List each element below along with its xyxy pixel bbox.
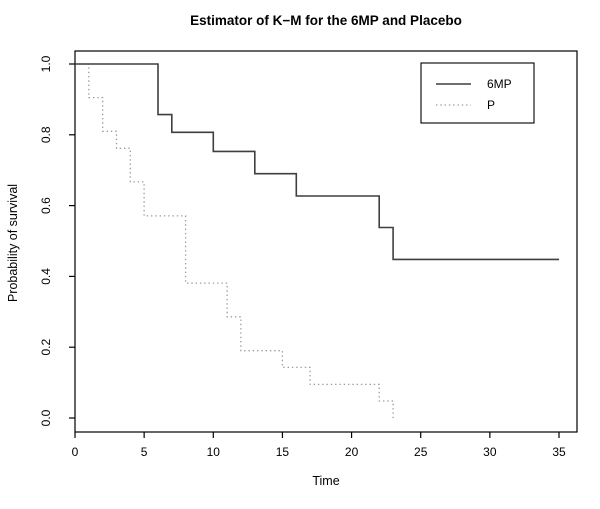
- y-tick-label: 0.8: [39, 126, 53, 143]
- y-axis-label: Probability of survival: [6, 184, 20, 302]
- legend-box: [420, 62, 535, 124]
- y-tick-label: 0.0: [39, 409, 53, 426]
- series-P-line: [75, 63, 394, 418]
- y-tick-label: 0.4: [39, 268, 53, 285]
- y-tick-label: 0.2: [39, 339, 53, 356]
- x-tick-label: 5: [141, 445, 148, 459]
- y-tick-label: 0.6: [39, 197, 53, 214]
- legend: 6MP P: [420, 62, 535, 124]
- y-axis-ticks: 0.0 0.2 0.4 0.6 0.8 1.0: [39, 55, 75, 426]
- plot-box: [74, 50, 578, 433]
- x-tick-label: 30: [483, 445, 497, 459]
- x-tick-label: 20: [345, 445, 359, 459]
- x-axis-label: Time: [312, 474, 339, 488]
- x-tick-label: 25: [414, 445, 428, 459]
- legend-P-label: P: [487, 98, 495, 112]
- series-lines: [75, 63, 559, 418]
- y-tick-label: 1.0: [39, 55, 53, 72]
- x-tick-label: 15: [276, 445, 290, 459]
- x-axis-ticks: 0 5 10 15 20 25 30 35: [72, 432, 566, 459]
- x-tick-label: 0: [72, 445, 79, 459]
- legend-6MP-label: 6MP: [487, 77, 512, 91]
- x-tick-label: 35: [552, 445, 566, 459]
- plot-title: Estimator of K−M for the 6MP and Placebo: [190, 13, 462, 28]
- x-tick-label: 10: [207, 445, 221, 459]
- series-6MP-line: [75, 63, 559, 261]
